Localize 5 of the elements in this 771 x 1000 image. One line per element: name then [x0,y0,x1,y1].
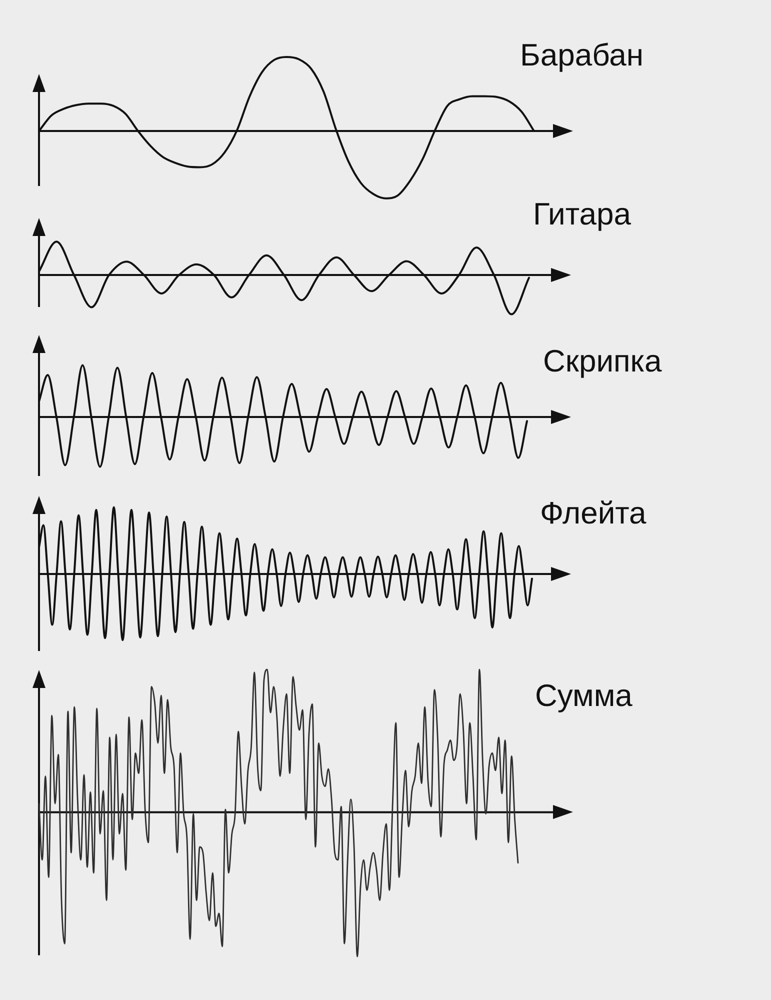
chart-title: Флейта [540,496,648,531]
chart-title: Барабан [520,38,644,73]
text: Скрипка [543,344,663,379]
text: Сумма [535,678,634,713]
chart-title: Гитара [533,196,632,232]
